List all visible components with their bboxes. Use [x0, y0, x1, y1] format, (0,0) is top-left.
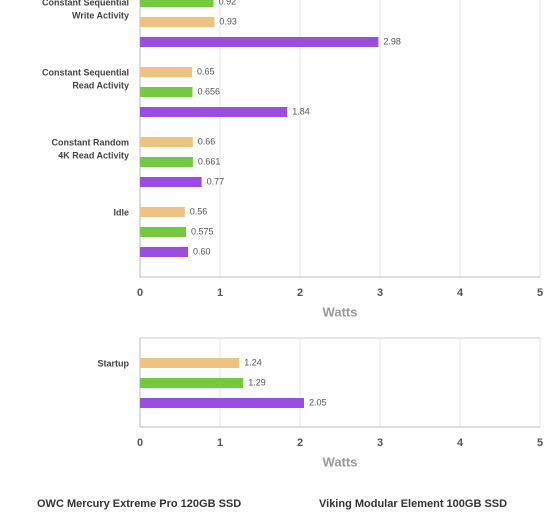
x-tick-label: 5 — [537, 437, 543, 449]
value-label: 0.93 — [219, 16, 237, 26]
category-label: Startup — [98, 358, 130, 368]
bar — [140, 358, 240, 368]
bar — [140, 0, 214, 7]
x-tick-label: 4 — [457, 287, 464, 299]
category-label: Read Activity — [72, 80, 129, 90]
x-axis-title: Watts — [323, 304, 358, 319]
category-label: 4K Read Activity — [58, 150, 129, 160]
x-tick-label: 1 — [217, 437, 223, 449]
x-tick-label: 2 — [297, 437, 303, 449]
bar — [140, 37, 379, 47]
bar — [140, 137, 193, 147]
category-label: Idle — [113, 207, 129, 217]
x-axis-title: Watts — [323, 454, 358, 469]
category-label: Constant Sequential — [42, 0, 129, 7]
x-tick-label: 3 — [377, 437, 383, 449]
bar — [140, 87, 193, 97]
x-tick-label: 2 — [297, 287, 303, 299]
bar — [140, 247, 188, 257]
x-tick-label: 3 — [377, 287, 383, 299]
value-label: 0.656 — [197, 86, 220, 96]
bar — [140, 67, 192, 77]
value-label: 1.29 — [248, 377, 266, 387]
value-label: 0.66 — [198, 136, 216, 146]
legend-label: OWC Mercury Extreme Pro 120GB SSD — [37, 498, 241, 510]
category-label: Write Activity — [72, 10, 129, 20]
value-label: 2.98 — [383, 36, 401, 46]
value-label: 0.575 — [191, 226, 214, 236]
x-tick-label: 0 — [137, 437, 143, 449]
x-tick-label: 4 — [457, 437, 464, 449]
bar — [140, 17, 215, 27]
category-label: Constant Sequential — [42, 67, 129, 77]
value-label: 0.77 — [207, 176, 225, 186]
legend-label: Viking Modular Element 100GB SSD — [319, 498, 507, 510]
value-label: 2.05 — [309, 397, 327, 407]
value-label: 0.92 — [219, 0, 237, 6]
x-tick-label: 1 — [217, 287, 223, 299]
category-label: Constant Random — [52, 137, 130, 147]
value-label: 1.24 — [244, 357, 262, 367]
value-label: 0.60 — [193, 246, 211, 256]
bar — [140, 227, 186, 237]
bar — [140, 157, 193, 167]
bar — [140, 107, 288, 117]
x-tick-label: 0 — [137, 287, 143, 299]
value-label: 0.56 — [190, 206, 208, 216]
bar — [140, 398, 304, 408]
bar — [140, 177, 202, 187]
bar — [140, 378, 244, 388]
x-tick-label: 5 — [537, 287, 543, 299]
value-label: 0.661 — [198, 156, 221, 166]
value-label: 0.65 — [197, 66, 215, 76]
value-label: 1.84 — [292, 106, 310, 116]
bar — [140, 207, 185, 217]
